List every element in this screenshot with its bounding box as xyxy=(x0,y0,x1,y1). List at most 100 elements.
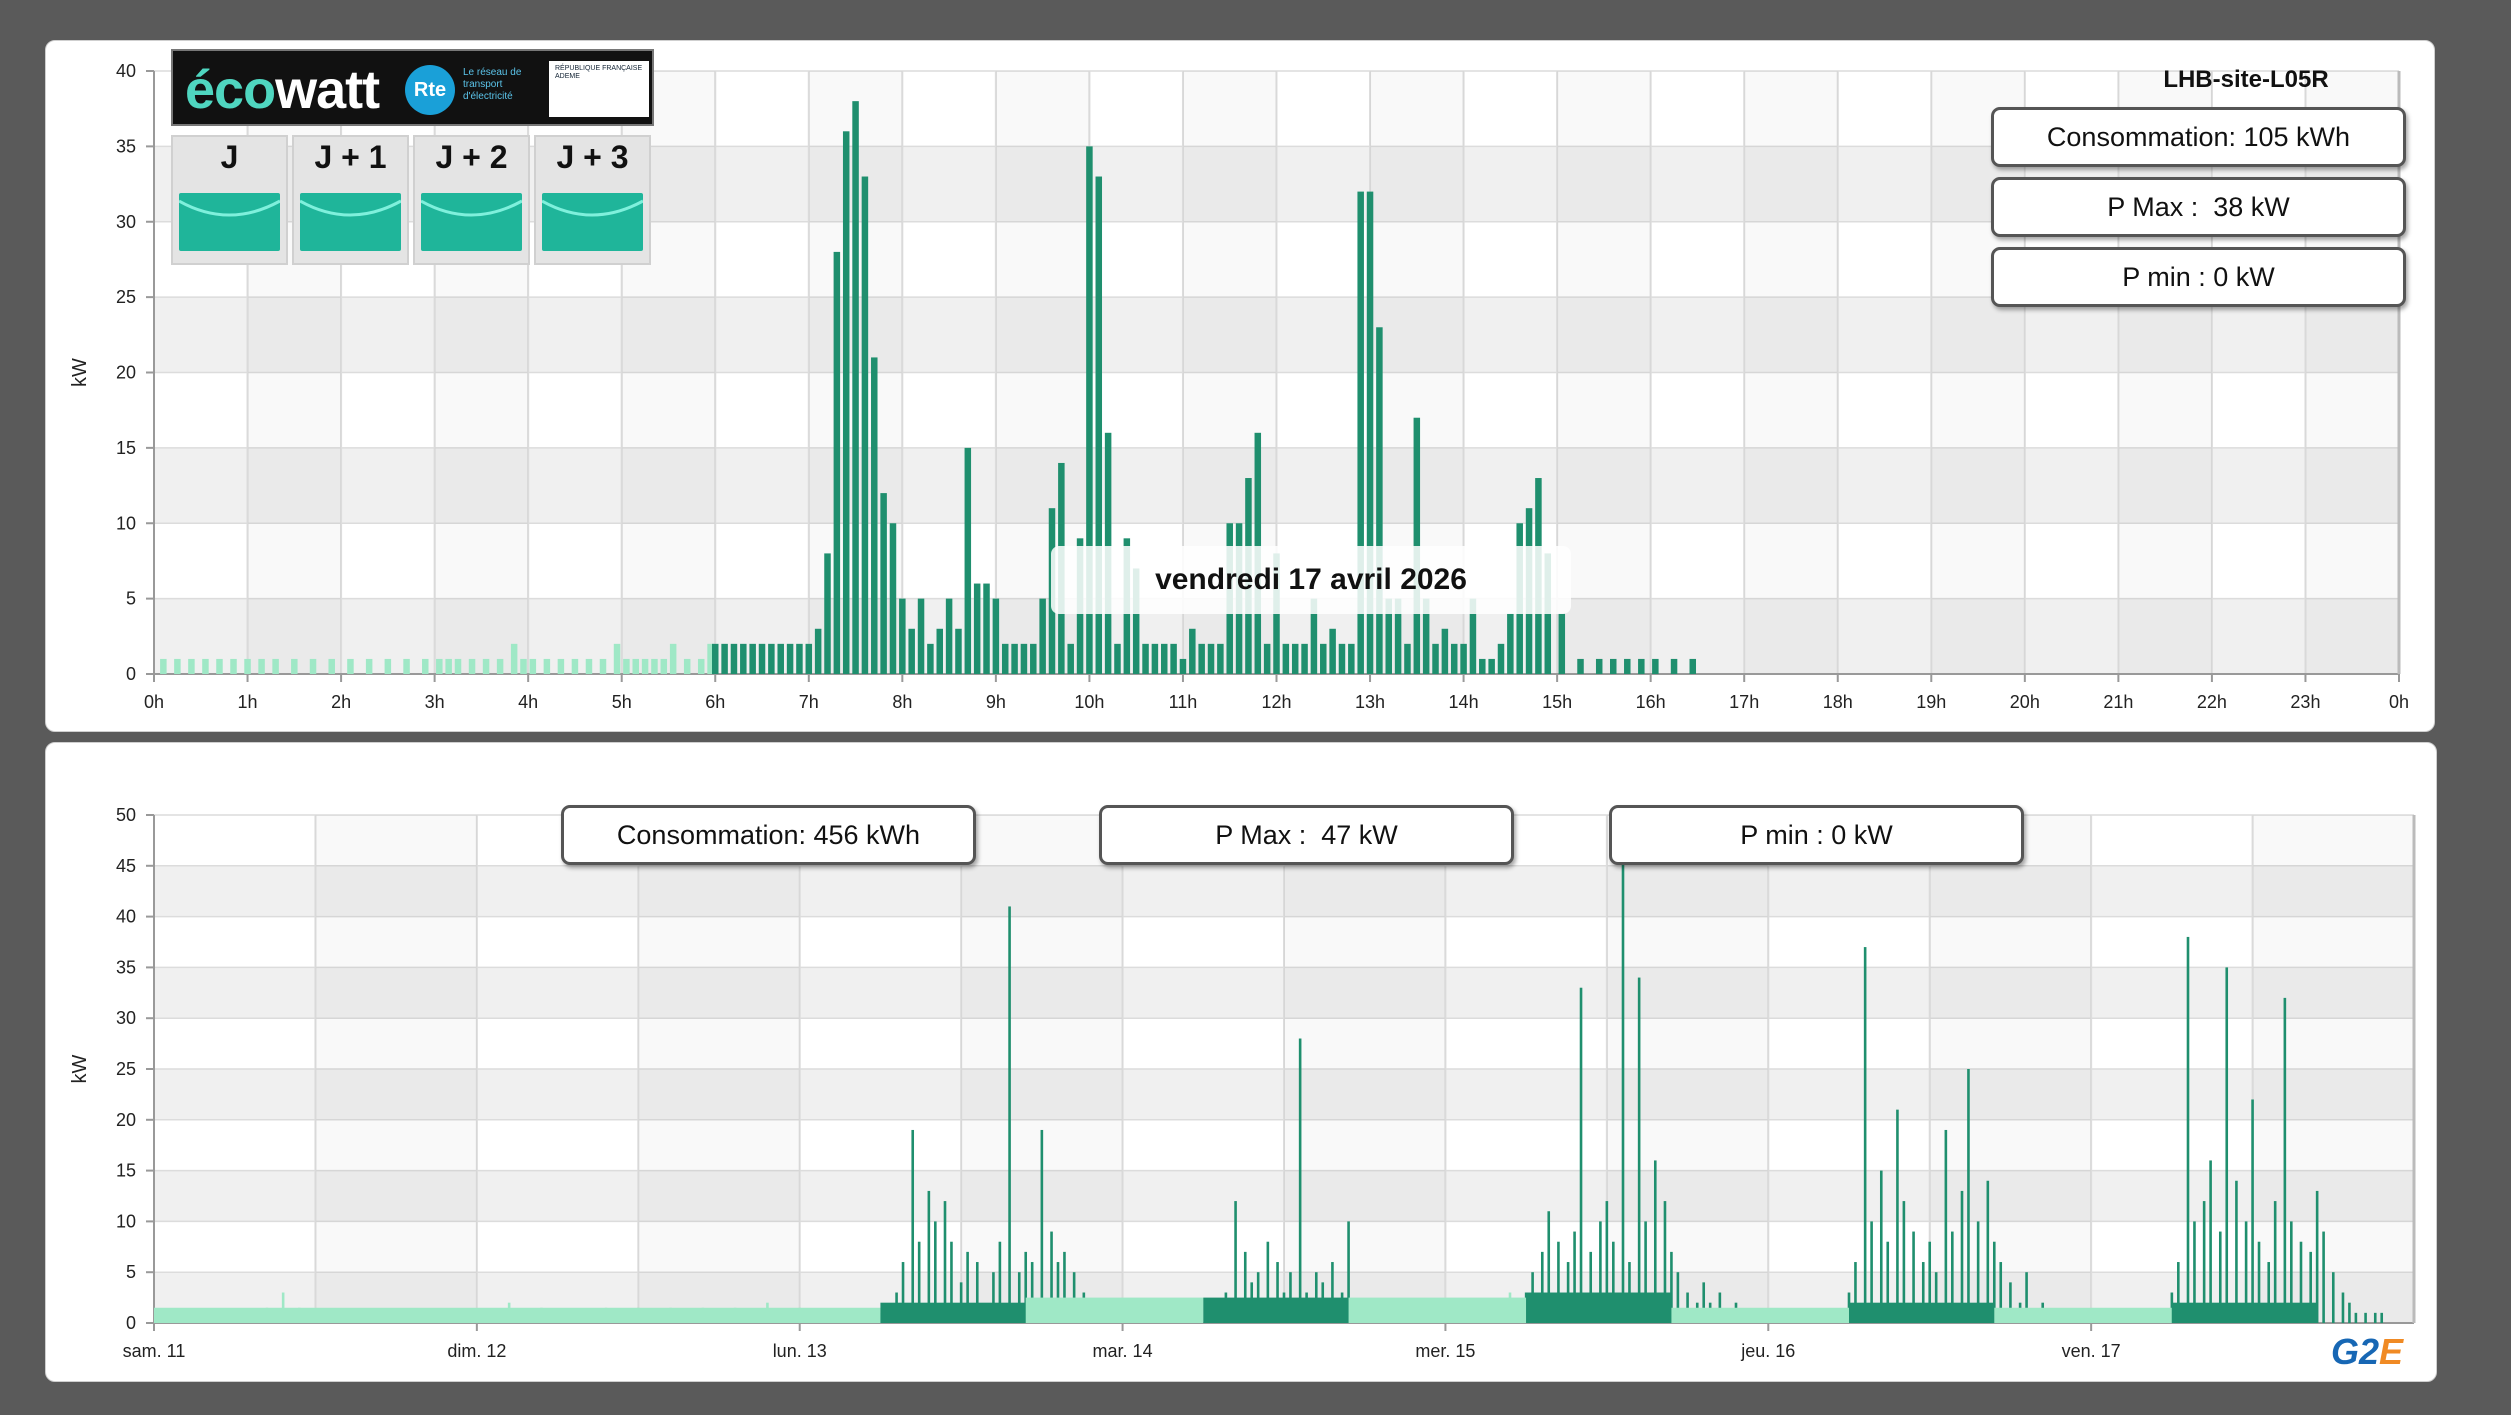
y-tick-label: 10 xyxy=(116,513,136,533)
bar xyxy=(1086,146,1093,674)
y-tick-label: 30 xyxy=(116,212,136,232)
bar xyxy=(1999,1262,2003,1323)
ecowatt-day-j1: J + 1 xyxy=(292,135,409,265)
bar xyxy=(1488,658,1495,674)
x-tick-label: mar. 14 xyxy=(1093,1341,1153,1361)
bar xyxy=(1263,643,1271,674)
bar xyxy=(2244,1221,2248,1323)
bar xyxy=(1376,327,1383,674)
g2e-logo: G2E xyxy=(2331,1331,2404,1372)
ecowatt-day-j3: J + 3 xyxy=(534,135,651,265)
bar xyxy=(1024,1251,1028,1323)
bar xyxy=(496,658,504,674)
bar xyxy=(328,658,335,674)
bar xyxy=(1450,643,1458,674)
bar xyxy=(2193,1221,2196,1323)
bar xyxy=(1056,1262,1060,1323)
bar xyxy=(1234,1201,1237,1323)
bar xyxy=(1558,613,1566,674)
y-tick-label: 25 xyxy=(116,1059,136,1079)
y-tick-label: 0 xyxy=(126,664,136,684)
bar xyxy=(454,658,462,674)
bar xyxy=(2315,1190,2319,1323)
bar xyxy=(945,598,953,674)
bar xyxy=(1589,1251,1593,1323)
bar xyxy=(983,583,990,674)
x-tick-label: 19h xyxy=(1916,692,1946,712)
bar xyxy=(1870,1221,1873,1323)
bar xyxy=(861,176,869,674)
bar xyxy=(871,357,878,674)
bar xyxy=(1217,643,1224,674)
baseline-area xyxy=(1994,1307,2172,1323)
bar xyxy=(2235,1180,2238,1323)
bar xyxy=(1301,643,1308,674)
y-tick-label: 20 xyxy=(116,363,136,383)
y-tick-label: 40 xyxy=(116,61,136,81)
bar xyxy=(1863,947,1867,1323)
bar xyxy=(1366,191,1374,674)
bar xyxy=(1702,1282,1706,1323)
x-tick-label: dim. 12 xyxy=(447,1341,506,1361)
bar xyxy=(1986,1180,1990,1323)
x-tick-label: 0h xyxy=(2389,692,2409,712)
bar xyxy=(1612,1241,1615,1323)
bar xyxy=(1243,1251,1247,1323)
bar xyxy=(712,643,719,674)
y-tick-label: 15 xyxy=(116,438,136,458)
bar xyxy=(482,658,490,674)
bar xyxy=(1507,613,1514,674)
bar xyxy=(1394,598,1402,674)
ecowatt-day-j: J xyxy=(171,135,288,265)
bar xyxy=(202,658,209,674)
bar xyxy=(2322,1231,2325,1323)
week-pmin-box: P min : 0 kW xyxy=(1609,805,2024,865)
y-tick-label: 10 xyxy=(116,1211,136,1231)
x-tick-label: 5h xyxy=(612,692,632,712)
bar xyxy=(1357,191,1364,674)
bar xyxy=(272,658,279,674)
bar xyxy=(796,643,803,674)
bar xyxy=(1599,1221,1602,1323)
bar xyxy=(1348,643,1355,674)
bar xyxy=(1179,658,1187,674)
y-tick-label: 25 xyxy=(116,287,136,307)
bar xyxy=(1663,1201,1667,1323)
bar xyxy=(174,658,181,674)
bar xyxy=(740,643,747,674)
bar xyxy=(1479,658,1486,674)
ecowatt-header: écowatt Rte Le réseau de transport d'éle… xyxy=(171,49,654,126)
y-axis-title: kW xyxy=(69,1054,91,1083)
bar xyxy=(927,1190,931,1323)
y-tick-label: 5 xyxy=(126,1262,136,1282)
y-tick-label: 35 xyxy=(116,957,136,977)
bar xyxy=(2209,1160,2212,1323)
bar xyxy=(992,1272,995,1323)
x-tick-label: 15h xyxy=(1542,692,1572,712)
bar xyxy=(2257,1241,2261,1323)
rte-logo: Rte xyxy=(405,65,455,115)
bar xyxy=(1008,906,1011,1323)
x-tick-label: 0h xyxy=(144,692,164,712)
bar xyxy=(1879,1170,1883,1323)
bar xyxy=(216,658,223,674)
bar xyxy=(1298,1038,1302,1323)
bar xyxy=(651,658,658,674)
bar xyxy=(2309,1251,2312,1323)
x-tick-label: jeu. 16 xyxy=(1740,1341,1795,1361)
baseline-area xyxy=(1671,1307,1849,1323)
bar xyxy=(1540,1251,1544,1323)
x-tick-label: 13h xyxy=(1355,692,1385,712)
pmin-box: P min : 0 kW xyxy=(1991,247,2406,307)
bar xyxy=(1676,1272,1680,1323)
ecowatt-logo: écowatt xyxy=(185,60,380,120)
bar xyxy=(889,523,897,674)
baseline-area xyxy=(1025,1297,1204,1323)
x-tick-label: ven. 17 xyxy=(2062,1341,2121,1361)
bar xyxy=(1050,1231,1053,1323)
bar xyxy=(1067,643,1074,674)
bar xyxy=(2186,936,2190,1323)
bar xyxy=(585,658,593,674)
y-tick-label: 50 xyxy=(116,805,136,825)
bar xyxy=(1624,658,1631,674)
